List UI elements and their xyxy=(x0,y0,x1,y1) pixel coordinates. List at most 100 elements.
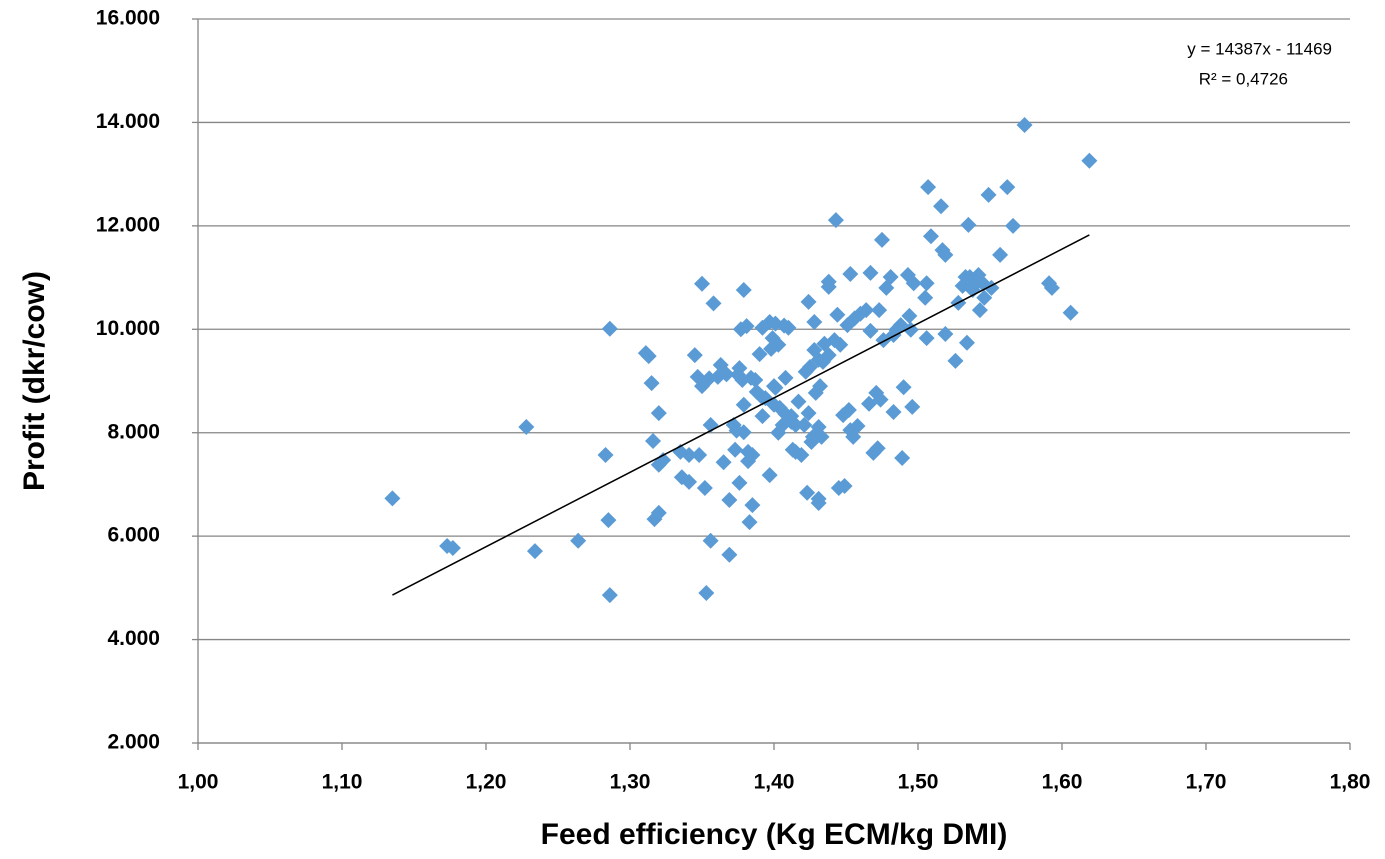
data-point xyxy=(885,404,902,421)
x-tick-label: 1,40 xyxy=(754,771,795,794)
data-point xyxy=(731,474,748,491)
data-point xyxy=(1062,304,1079,321)
data-point xyxy=(640,348,657,365)
data-point xyxy=(681,473,698,490)
data-point xyxy=(777,369,794,386)
data-point xyxy=(645,432,662,449)
data-point xyxy=(694,275,710,292)
data-point xyxy=(813,428,830,445)
data-point xyxy=(702,532,719,549)
data-point xyxy=(842,265,859,282)
data-point xyxy=(738,318,755,335)
data-point xyxy=(874,231,890,248)
data-point xyxy=(698,585,715,602)
data-point xyxy=(655,452,672,469)
data-point xyxy=(518,419,535,436)
data-point xyxy=(721,546,738,563)
data-point xyxy=(871,302,888,319)
data-point xyxy=(937,325,954,342)
data-point xyxy=(1016,117,1033,134)
y-tick-label: 16.000 xyxy=(96,7,160,30)
x-tick-label: 1,50 xyxy=(898,771,939,794)
data-point xyxy=(810,495,827,512)
x-tick-label: 1,00 xyxy=(178,771,219,794)
data-point xyxy=(799,484,816,501)
data-point xyxy=(754,408,771,425)
data-point xyxy=(721,491,738,508)
data-point xyxy=(780,319,797,336)
data-point xyxy=(735,424,752,441)
x-tick-label: 1,30 xyxy=(610,771,651,794)
r-squared: R² = 0,4726 xyxy=(1199,69,1288,88)
data-point xyxy=(384,490,401,507)
y-tick-label: 14.000 xyxy=(96,110,160,133)
data-point xyxy=(933,198,950,215)
data-point xyxy=(812,378,829,395)
data-point xyxy=(747,371,764,388)
data-point xyxy=(731,360,748,377)
data-point xyxy=(862,264,879,281)
data-point xyxy=(767,379,784,396)
x-tick-label: 1,70 xyxy=(1186,771,1227,794)
data-point xyxy=(947,352,964,369)
y-tick-label: 2.000 xyxy=(107,731,160,754)
data-point xyxy=(849,417,866,434)
data-point xyxy=(862,322,879,339)
y-tick-label: 8.000 xyxy=(107,420,160,443)
data-point xyxy=(894,450,911,467)
data-point xyxy=(570,532,587,549)
data-point xyxy=(741,514,758,531)
data-point xyxy=(600,512,617,529)
data-point xyxy=(597,446,614,463)
data-point xyxy=(444,540,461,557)
data-point xyxy=(922,228,939,245)
trend-equation: y = 14387x - 11469 xyxy=(1187,39,1332,58)
trend-line xyxy=(392,234,1090,596)
data-point xyxy=(958,334,975,351)
y-tick-label: 4.000 xyxy=(107,627,160,650)
data-point xyxy=(800,405,817,422)
data-point xyxy=(751,346,768,363)
data-point xyxy=(796,416,813,433)
data-point xyxy=(1081,152,1098,169)
data-point xyxy=(691,446,708,463)
data-point xyxy=(727,441,744,458)
data-point xyxy=(787,416,804,433)
data-point xyxy=(761,467,778,484)
data-point xyxy=(901,307,918,324)
data-point xyxy=(858,302,875,319)
data-point xyxy=(999,179,1016,196)
y-tick-label: 10.000 xyxy=(96,317,160,340)
x-tick-label: 1,80 xyxy=(1330,771,1371,794)
y-axis-title: Profit (dkr/cow) xyxy=(18,271,51,491)
data-point xyxy=(869,440,886,457)
x-tick-label: 1,60 xyxy=(1042,771,1083,794)
data-point xyxy=(735,396,752,413)
data-point xyxy=(744,497,761,514)
data-point xyxy=(992,246,1009,263)
data-point xyxy=(905,275,922,292)
data-point xyxy=(793,446,810,463)
y-tick-label: 6.000 xyxy=(107,524,160,547)
data-point xyxy=(705,295,722,312)
data-point xyxy=(696,480,713,497)
data-point xyxy=(806,314,823,331)
data-point xyxy=(832,336,849,353)
data-point xyxy=(650,504,667,521)
data-point xyxy=(820,278,837,295)
data-point xyxy=(735,281,752,298)
x-axis-title: Feed efficiency (Kg ECM/kg DMI) xyxy=(541,818,1008,851)
data-point xyxy=(976,289,993,306)
data-point xyxy=(770,336,787,353)
data-point xyxy=(829,306,846,323)
x-tick-label: 1,20 xyxy=(466,771,507,794)
data-point xyxy=(980,186,997,203)
data-point xyxy=(526,543,543,560)
data-point xyxy=(686,347,703,364)
data-point xyxy=(920,179,937,196)
data-point xyxy=(872,391,889,408)
data-point xyxy=(904,398,921,415)
data-point xyxy=(840,401,857,418)
y-tick-label: 12.000 xyxy=(96,213,160,236)
